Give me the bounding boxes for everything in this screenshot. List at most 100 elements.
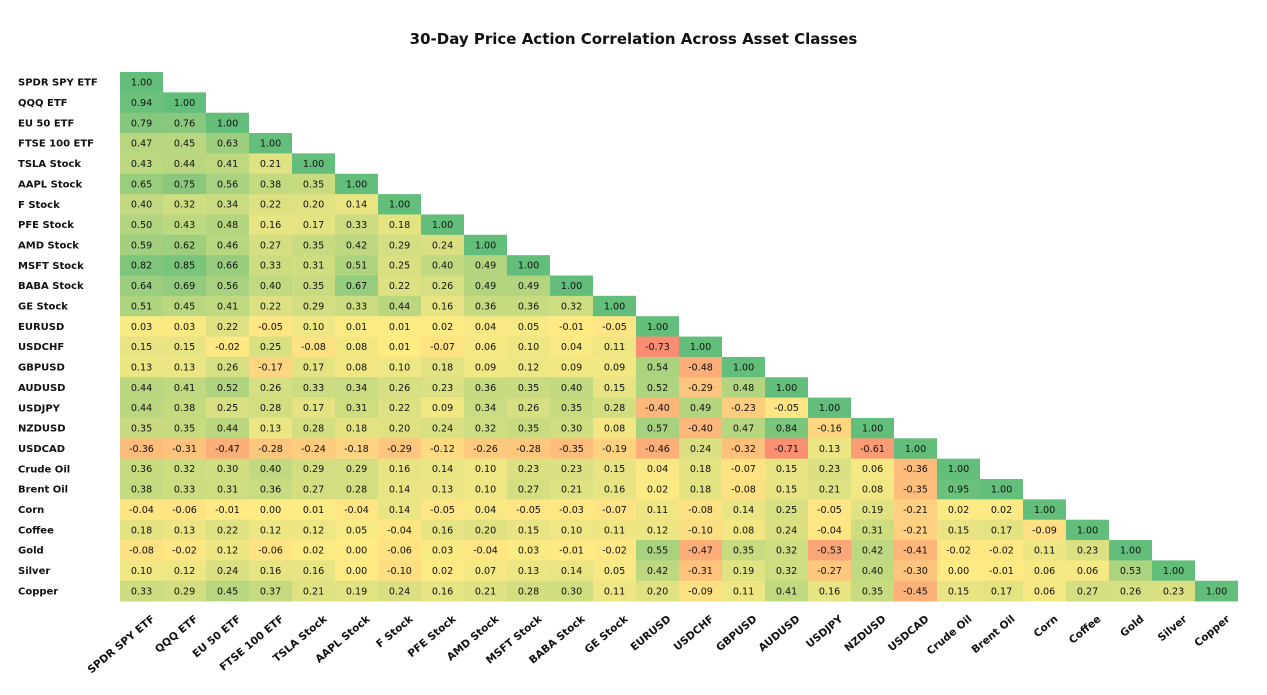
heatmap-cell (464, 499, 507, 521)
heatmap-cell (120, 295, 163, 317)
cell-value-label: -0.02 (989, 546, 1014, 557)
cell-value-label: 0.32 (475, 424, 496, 435)
heatmap-cell (980, 519, 1023, 541)
heatmap-cell (163, 153, 206, 175)
cell-value-label: 0.27 (518, 485, 539, 496)
cell-value-label: -0.05 (817, 505, 842, 516)
cell-value-label: 0.11 (733, 586, 754, 597)
heatmap-cell (120, 397, 163, 419)
heatmap-cell (206, 377, 249, 398)
heatmap-cell (421, 356, 464, 378)
heatmap-cell (120, 275, 163, 297)
cell-value-label: 0.46 (217, 240, 238, 251)
heatmap-cell (120, 356, 163, 378)
cell-value-label: 0.02 (991, 505, 1012, 516)
cell-value-label: 0.40 (862, 566, 883, 577)
column-label: Brent Oil (969, 613, 1017, 656)
cell-value-label: 0.02 (432, 566, 453, 577)
row-label: Silver (18, 566, 50, 577)
heatmap-cell (1023, 580, 1066, 602)
heatmap-cell (507, 255, 550, 276)
cell-value-label: 0.21 (260, 159, 281, 170)
heatmap-cell (808, 560, 851, 582)
cell-value-label: 0.32 (776, 546, 797, 557)
cell-value-label: 0.84 (776, 424, 797, 435)
heatmap-cell (636, 356, 679, 378)
heatmap-cell (249, 519, 292, 541)
cell-value-label: 0.53 (1120, 566, 1141, 577)
cell-value-label: 0.41 (217, 301, 238, 312)
cell-value-label: 0.10 (389, 362, 410, 373)
heatmap-cell (722, 580, 765, 602)
cell-value-label: 0.25 (217, 403, 238, 414)
row-label: F Stock (18, 200, 60, 211)
heatmap-cell (722, 479, 765, 500)
row-label: AAPL Stock (18, 179, 82, 190)
cell-value-label: 1.00 (303, 159, 324, 170)
heatmap-cell (1109, 560, 1152, 582)
heatmap-cell (378, 295, 421, 317)
cell-value-label: 0.44 (217, 424, 238, 435)
heatmap-cell (550, 275, 593, 297)
cell-value-label: 0.00 (948, 566, 969, 577)
heatmap-cell (937, 479, 980, 500)
cell-value-label: 0.45 (217, 586, 238, 597)
cell-value-label: -0.05 (602, 322, 627, 333)
heatmap-cell (249, 479, 292, 500)
cell-value-label: 0.33 (260, 261, 281, 272)
cell-value-label: 0.85 (174, 261, 195, 272)
heatmap-cell (679, 397, 722, 419)
heatmap-cell (636, 560, 679, 582)
heatmap-cell (765, 580, 808, 602)
cell-value-label: 0.50 (131, 220, 152, 231)
cell-value-label: -0.04 (817, 525, 842, 536)
heatmap-cell (120, 377, 163, 398)
heatmap-cell (120, 214, 163, 236)
heatmap-cell (206, 214, 249, 236)
row-label: GBPUSD (18, 363, 65, 374)
heatmap-cell (464, 255, 507, 276)
row-label: USDCAD (18, 444, 65, 455)
row-label: EURUSD (18, 322, 64, 333)
cell-value-label: 0.09 (561, 362, 582, 373)
cell-value-label: -0.36 (129, 444, 154, 455)
heatmap-cell (507, 519, 550, 541)
heatmap-cell (292, 153, 335, 175)
heatmap-cell (507, 560, 550, 582)
heatmap-cell (550, 438, 593, 460)
heatmap-cell (163, 438, 206, 460)
cell-value-label: 0.17 (303, 362, 324, 373)
heatmap-cell (292, 580, 335, 602)
row-label: EU 50 ETF (18, 118, 74, 129)
heatmap-cell (593, 336, 636, 358)
heatmap-cell (206, 112, 249, 134)
heatmap-cell (335, 397, 378, 419)
cell-value-label: 0.08 (604, 424, 625, 435)
cell-value-label: 0.06 (862, 464, 883, 475)
cell-value-label: 0.40 (260, 464, 281, 475)
cell-value-label: 0.24 (389, 586, 410, 597)
row-label: USDJPY (18, 403, 61, 414)
row-label: AMD Stock (18, 240, 79, 251)
cell-value-label: 1.00 (776, 383, 797, 394)
cell-value-label: 0.28 (604, 403, 625, 414)
heatmap-cell (722, 377, 765, 398)
heatmap-cell (679, 336, 722, 358)
heatmap-cell (679, 499, 722, 521)
heatmap-cell (249, 560, 292, 582)
heatmap-cell (550, 295, 593, 317)
cell-value-label: 0.13 (174, 525, 195, 536)
cell-value-label: 1.00 (346, 179, 367, 190)
heatmap-cell (421, 234, 464, 256)
heatmap-cell (249, 133, 292, 154)
cell-value-label: 0.40 (432, 261, 453, 272)
column-label: Gold (1118, 613, 1146, 640)
cell-value-label: 0.79 (131, 118, 152, 129)
cell-value-label: 0.12 (647, 525, 668, 536)
cell-value-label: 0.54 (647, 362, 668, 373)
heatmap-cell (206, 275, 249, 297)
cell-value-label: 0.22 (217, 525, 238, 536)
heatmap-cell (722, 519, 765, 541)
cell-value-label: 0.23 (561, 464, 582, 475)
cell-value-label: -0.36 (903, 464, 928, 475)
